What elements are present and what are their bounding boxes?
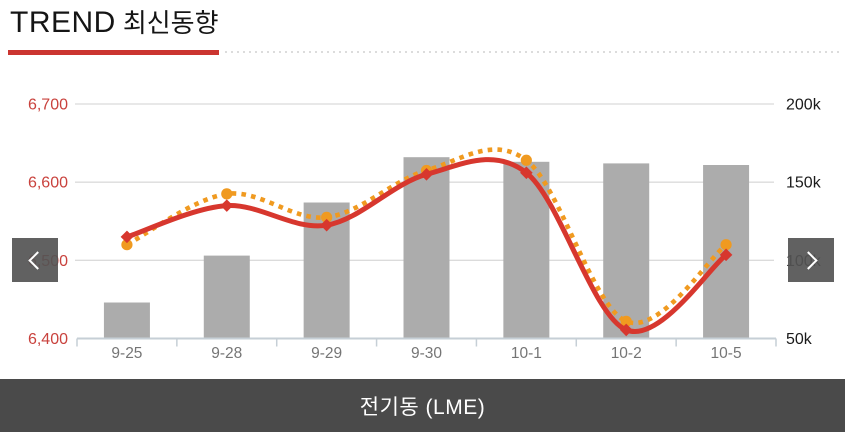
title-en: TREND: [10, 6, 116, 39]
footer-tab-label: 전기동 (LME): [359, 395, 486, 419]
page-title: TREND 최신동향: [10, 3, 219, 40]
x-axis-label-9-29: 9-29: [311, 345, 342, 362]
circle-marker-9-28: [221, 188, 233, 200]
bar-9-28: [203, 255, 250, 339]
x-axis-label-9-28: 9-28: [211, 345, 242, 362]
chevron-right-icon: [799, 250, 818, 270]
title-dotted-divider: [225, 51, 843, 53]
bar-9-30: [403, 157, 450, 339]
chevron-left-icon: [28, 250, 47, 270]
diamond-marker-10-5: [719, 248, 733, 262]
bar-9-25: [103, 302, 150, 339]
price-dotted-line: [125, 147, 728, 326]
diamond-marker-10-1: [520, 166, 533, 180]
diamond-marker-10-2: [619, 323, 633, 337]
x-axis-label-9-25: 9-25: [111, 345, 142, 362]
left-axis-tick-label: 6,400: [28, 331, 68, 348]
bar-10-2: [603, 163, 650, 339]
circle-marker-10-5: [720, 239, 732, 251]
left-axis-tick-label: 6,700: [28, 97, 68, 114]
right-axis-tick-label: 50k: [786, 331, 813, 348]
title-ko: 최신동향: [122, 8, 219, 38]
circle-marker-9-29: [321, 211, 333, 223]
diamond-marker-9-29: [320, 218, 333, 232]
circle-marker-10-2: [620, 315, 632, 327]
next-button[interactable]: [788, 238, 834, 282]
diamond-marker-9-28: [220, 199, 234, 212]
diamond-marker-9-25: [120, 230, 134, 244]
right-axis-tick-label: 150k: [786, 175, 822, 192]
x-axis-label-10-2: 10-2: [611, 345, 642, 362]
prev-button[interactable]: [12, 238, 58, 282]
circle-marker-10-1: [520, 154, 532, 166]
footer-tab-copper-lme[interactable]: 전기동 (LME): [0, 379, 845, 432]
title-accent-underline: [8, 50, 219, 55]
x-axis-label-9-30: 9-30: [411, 345, 442, 362]
diamond-marker-9-30: [420, 168, 433, 181]
x-axis-label-10-1: 10-1: [511, 345, 542, 362]
left-axis-tick-label: 6,600: [28, 175, 68, 192]
right-axis-tick-label: 200k: [786, 97, 822, 114]
circle-marker-9-25: [121, 239, 133, 251]
trend-combo-chart: 6,7006,6006,5006,400200k150k100k50k9-259…: [28, 97, 822, 363]
x-axis-label-10-5: 10-5: [711, 345, 742, 362]
